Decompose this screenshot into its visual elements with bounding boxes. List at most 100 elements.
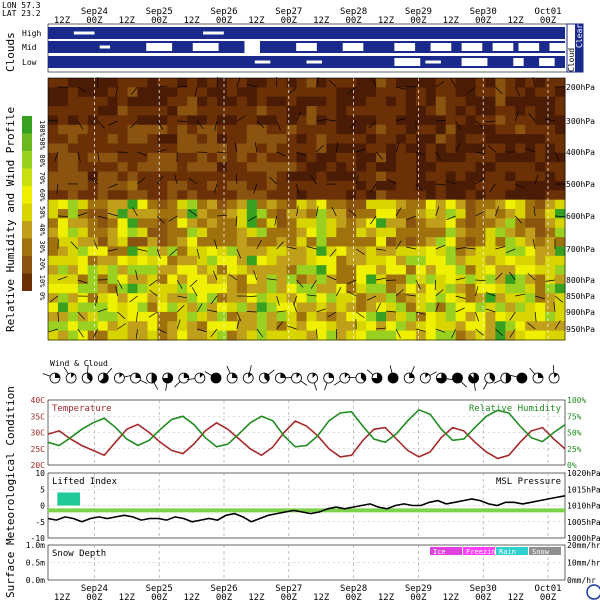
cloud-cover-fill xyxy=(409,373,415,378)
wind-barb xyxy=(176,279,183,289)
humidity-cell xyxy=(167,274,178,285)
humidity-cell xyxy=(197,311,208,322)
wind-barb xyxy=(415,311,426,315)
humidity-cell xyxy=(296,311,307,322)
humidity-cell xyxy=(236,283,248,294)
humidity-cell xyxy=(415,143,427,154)
cloud-cover-segment xyxy=(549,43,565,51)
humidity-cell xyxy=(376,218,387,229)
humidity-cell xyxy=(525,96,536,107)
humidity-cell xyxy=(217,106,228,116)
humidity-cell xyxy=(376,124,387,135)
humidity-cell xyxy=(117,190,129,201)
humidity-cell xyxy=(207,143,218,154)
wind-staff xyxy=(509,374,518,378)
humidity-cell xyxy=(495,237,506,247)
humidity-cell xyxy=(395,115,407,126)
humidity-cell xyxy=(366,87,377,98)
humidity-cell xyxy=(425,87,437,98)
humidity-cell xyxy=(435,106,447,116)
wind-staff xyxy=(483,382,488,390)
humidity-cell xyxy=(485,124,496,135)
humidity-cell xyxy=(217,255,228,266)
humidity-cell xyxy=(346,199,357,210)
wind-barb xyxy=(115,286,118,297)
humidity-cell xyxy=(296,124,307,135)
wind-barb xyxy=(236,319,240,330)
humidity-cell xyxy=(316,265,327,275)
humidity-cell xyxy=(545,293,556,304)
humidity-cell xyxy=(127,218,138,229)
humidity-cell xyxy=(425,274,437,285)
humidity-cell xyxy=(405,246,417,257)
humidity-cell xyxy=(48,302,59,313)
humidity-cell xyxy=(87,124,99,135)
top-axis-date-label: Sep30 xyxy=(470,7,497,17)
humidity-cell xyxy=(555,78,566,88)
wind-staff xyxy=(87,365,89,374)
wind-barb xyxy=(129,120,138,129)
humidity-cell xyxy=(555,152,566,163)
humidity-cell xyxy=(346,218,357,229)
humidity-cell xyxy=(445,227,457,238)
humidity-cell xyxy=(256,283,268,294)
bottom-axis-hour-label: 12Z xyxy=(313,593,330,603)
humidity-cell xyxy=(67,134,79,144)
humidity-cell xyxy=(545,87,556,98)
wind-barb xyxy=(376,248,387,251)
humidity-cell xyxy=(386,293,397,304)
humidity-cell xyxy=(485,143,496,154)
humidity-cell xyxy=(207,237,218,247)
wind-barb xyxy=(415,120,417,132)
humidity-cell xyxy=(306,96,317,107)
humidity-cell xyxy=(485,265,496,275)
humidity-cell xyxy=(395,152,407,163)
wind-barb xyxy=(188,177,198,185)
humidity-cell xyxy=(256,265,268,275)
humidity-cell xyxy=(266,265,278,275)
humidity-cell xyxy=(435,302,447,313)
humidity-cell xyxy=(505,134,516,144)
humidity-cell xyxy=(207,218,218,229)
cloud-row-label: Low xyxy=(22,58,37,67)
humidity-cell xyxy=(356,143,367,154)
humidity-cell xyxy=(187,311,198,322)
humidity-cell xyxy=(157,124,168,135)
humidity-cell xyxy=(127,330,138,341)
humidity-cell xyxy=(107,115,119,126)
humidity-cell xyxy=(197,321,208,332)
wind-staff xyxy=(165,382,168,391)
humidity-cell xyxy=(48,134,59,144)
humidity-cell xyxy=(107,255,119,266)
humidity-cell xyxy=(296,227,307,238)
wind-barb xyxy=(93,328,99,339)
humidity-cell xyxy=(395,96,407,107)
humidity-cell xyxy=(475,302,486,313)
panel-title: Snow Depth xyxy=(52,549,106,559)
humidity-cell xyxy=(346,209,357,219)
humidity-cell xyxy=(326,237,337,247)
humidity-cell xyxy=(236,321,248,332)
wind-barb xyxy=(395,86,406,90)
humidity-cell xyxy=(545,124,556,135)
wind-barb xyxy=(95,295,99,306)
humidity-cell xyxy=(187,209,198,219)
humidity-cell xyxy=(266,171,278,182)
humidity-cell xyxy=(346,190,357,201)
cloud-cover-fill xyxy=(211,373,221,383)
humidity-cell xyxy=(256,171,268,182)
top-axis-date-label: Sep26 xyxy=(210,7,237,17)
wind-barb xyxy=(385,310,397,313)
humidity-cell xyxy=(127,227,138,238)
humidity-cell xyxy=(505,293,516,304)
humidity-cell xyxy=(455,96,467,107)
humidity-cell xyxy=(177,293,188,304)
humidity-cell xyxy=(117,152,129,163)
wind-barb xyxy=(335,142,339,153)
humidity-cell xyxy=(77,330,89,341)
humidity-cell xyxy=(366,78,377,88)
humidity-cell xyxy=(435,152,447,163)
humidity-cell xyxy=(217,218,228,229)
humidity-cell xyxy=(296,302,307,313)
humidity-cell xyxy=(386,265,397,275)
